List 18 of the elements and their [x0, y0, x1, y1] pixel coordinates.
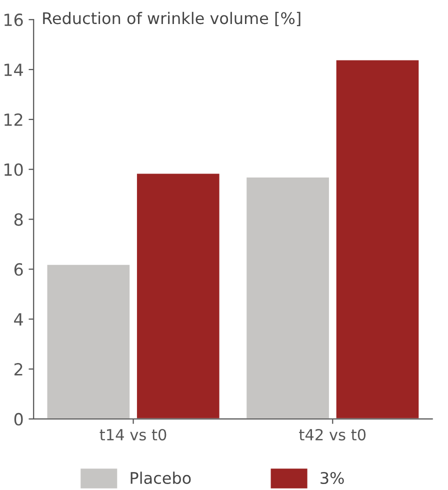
bar — [334, 58, 420, 419]
y-tick-label: 12 — [4, 113, 22, 126]
y-axis-title: Reduction of wrinkle volume [%] — [43, 12, 300, 26]
y-tick-label: 14 — [4, 64, 23, 76]
bar — [46, 264, 131, 419]
legend-label: Placebo — [130, 472, 191, 484]
y-tick-label: 2 — [14, 362, 22, 376]
x-tick-label: t14 vs t0 — [100, 428, 166, 440]
y-tick-label: 6 — [14, 263, 23, 276]
y-tick-label: 16 — [4, 14, 23, 26]
x-tick-label: t42 vs t0 — [299, 428, 366, 440]
y-tick-label: 4 — [14, 313, 23, 326]
legend-label: 3% — [320, 472, 344, 484]
bar — [245, 176, 330, 419]
bar — [136, 172, 221, 419]
y-tick-label: 8 — [14, 213, 23, 226]
y-tick-label: 0 — [14, 412, 23, 426]
y-tick-label: 10 — [4, 163, 23, 176]
